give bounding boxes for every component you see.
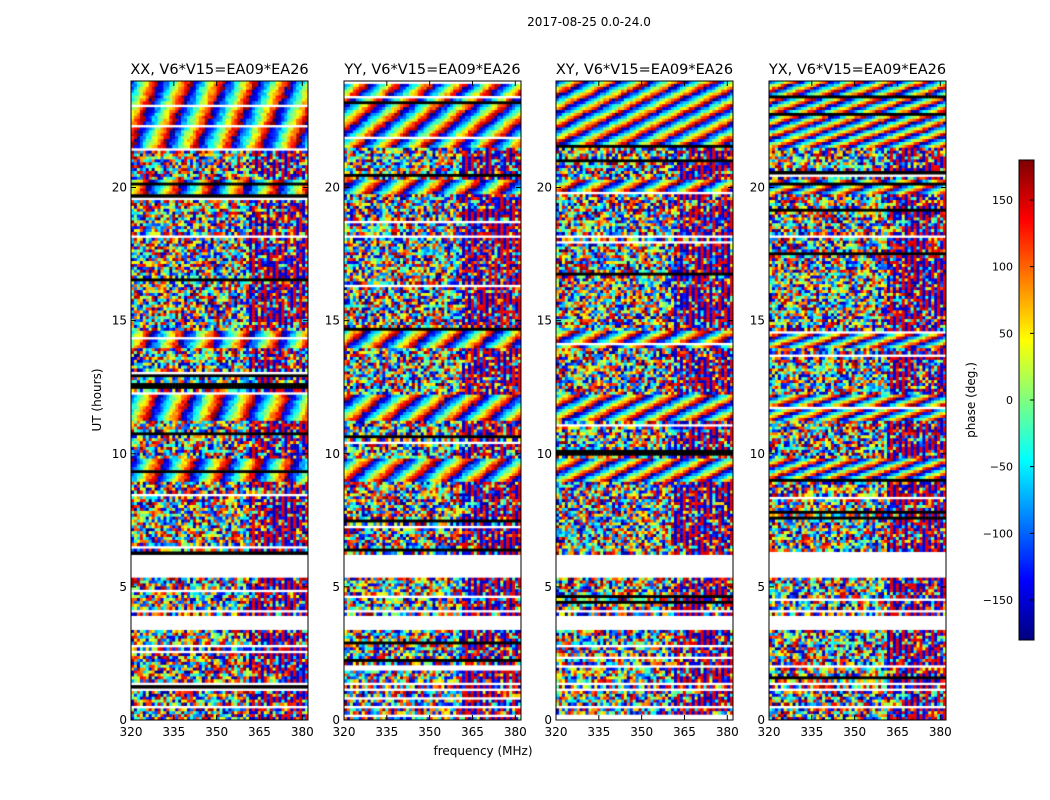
- x-tick-label: 320: [333, 725, 356, 739]
- panel-frame: [130, 80, 309, 721]
- figure-title: 2017-08-25 0.0-24.0: [527, 15, 651, 29]
- y-tick-label: 15: [112, 314, 127, 328]
- panel-title: YY, V6*V15=EA09*EA26: [343, 62, 520, 78]
- y-tick-label: 15: [537, 314, 552, 328]
- x-tick-label: 365: [886, 725, 909, 739]
- colorbar: 150 100 50 0 −50 −100 −150 phase (deg.): [964, 159, 1035, 641]
- x-tick-label: 380: [291, 725, 314, 739]
- phase-heatmap-yx: [769, 81, 946, 720]
- y-tick-label: 5: [119, 580, 127, 594]
- x-tick-label: 365: [248, 725, 271, 739]
- x-tick-label: 335: [800, 725, 823, 739]
- x-tick-label: 350: [843, 725, 866, 739]
- x-tick-label: 335: [587, 725, 610, 739]
- panel-yx: YX, V6*V15=EA09*EA26 320 335 350 365 380 0 5 10 1…: [750, 62, 952, 739]
- colorbar-tick-label: −50: [990, 461, 1013, 474]
- panel-xy: XY, V6*V15=EA09*EA26 320 335 350 365 380 0 5 10 1…: [537, 62, 739, 739]
- phase-heatmap-xy: [556, 81, 733, 720]
- y-tick-label: 15: [750, 314, 765, 328]
- y-tick-label: 10: [750, 447, 765, 461]
- phase-heatmap-xx: [131, 81, 308, 720]
- phase-heatmap-yy: [344, 81, 521, 720]
- colorbar-tick-label: 50: [999, 327, 1013, 340]
- y-tick-label: 15: [325, 314, 340, 328]
- y-tick-label: 5: [544, 580, 552, 594]
- panel-xx: XX, V6*V15=EA09*EA26 320 335 350 365 380 0 5 10 1…: [112, 62, 314, 739]
- x-tick-label: 335: [162, 725, 185, 739]
- x-tick-label: 350: [630, 725, 653, 739]
- y-tick-label: 0: [119, 713, 127, 727]
- y-tick-label: 20: [325, 181, 340, 195]
- panel-title: XX, V6*V15=EA09*EA26: [130, 62, 308, 78]
- x-tick-label: 320: [545, 725, 568, 739]
- panel-frame: [768, 80, 947, 721]
- y-tick-label: 10: [112, 447, 127, 461]
- x-tick-label: 350: [205, 725, 228, 739]
- panel-title: YX, V6*V15=EA09*EA26: [768, 62, 946, 78]
- x-tick-label: 380: [504, 725, 527, 739]
- panel-frame: [555, 80, 734, 721]
- panel-group: XX, V6*V15=EA09*EA26 320 335 350 365 380 0 5 10 1…: [112, 62, 952, 739]
- x-tick-label: 365: [461, 725, 484, 739]
- y-tick-label: 10: [325, 447, 340, 461]
- panel-title: XY, V6*V15=EA09*EA26: [556, 62, 733, 78]
- x-axis-label: frequency (MHz): [433, 744, 532, 758]
- y-axis-label: UT (hours): [90, 368, 104, 431]
- y-tick-label: 0: [757, 713, 765, 727]
- y-tick-label: 0: [544, 713, 552, 727]
- colorbar-tick-label: 100: [992, 261, 1013, 274]
- x-tick-label: 365: [673, 725, 696, 739]
- x-tick-label: 320: [758, 725, 781, 739]
- panel-frame: [343, 80, 522, 721]
- x-tick-label: 320: [120, 725, 143, 739]
- colorbar-tick-label: −100: [983, 527, 1013, 540]
- y-tick-label: 20: [750, 181, 765, 195]
- x-tick-label: 335: [375, 725, 398, 739]
- y-tick-label: 0: [332, 713, 340, 727]
- y-tick-label: 20: [112, 181, 127, 195]
- colorbar-tick-label: 150: [992, 194, 1013, 207]
- panel-yy: YY, V6*V15=EA09*EA26 320 335 350 365 380 0 5 10 1…: [325, 62, 527, 739]
- x-tick-label: 380: [929, 725, 952, 739]
- y-tick-label: 10: [537, 447, 552, 461]
- x-tick-label: 380: [716, 725, 739, 739]
- y-tick-label: 5: [332, 580, 340, 594]
- colorbar-tick-label: −150: [983, 594, 1013, 607]
- colorbar-label: phase (deg.): [964, 362, 978, 438]
- y-tick-label: 20: [537, 181, 552, 195]
- x-tick-label: 350: [418, 725, 441, 739]
- colorbar-tick-label: 0: [1006, 394, 1013, 407]
- y-tick-label: 5: [757, 580, 765, 594]
